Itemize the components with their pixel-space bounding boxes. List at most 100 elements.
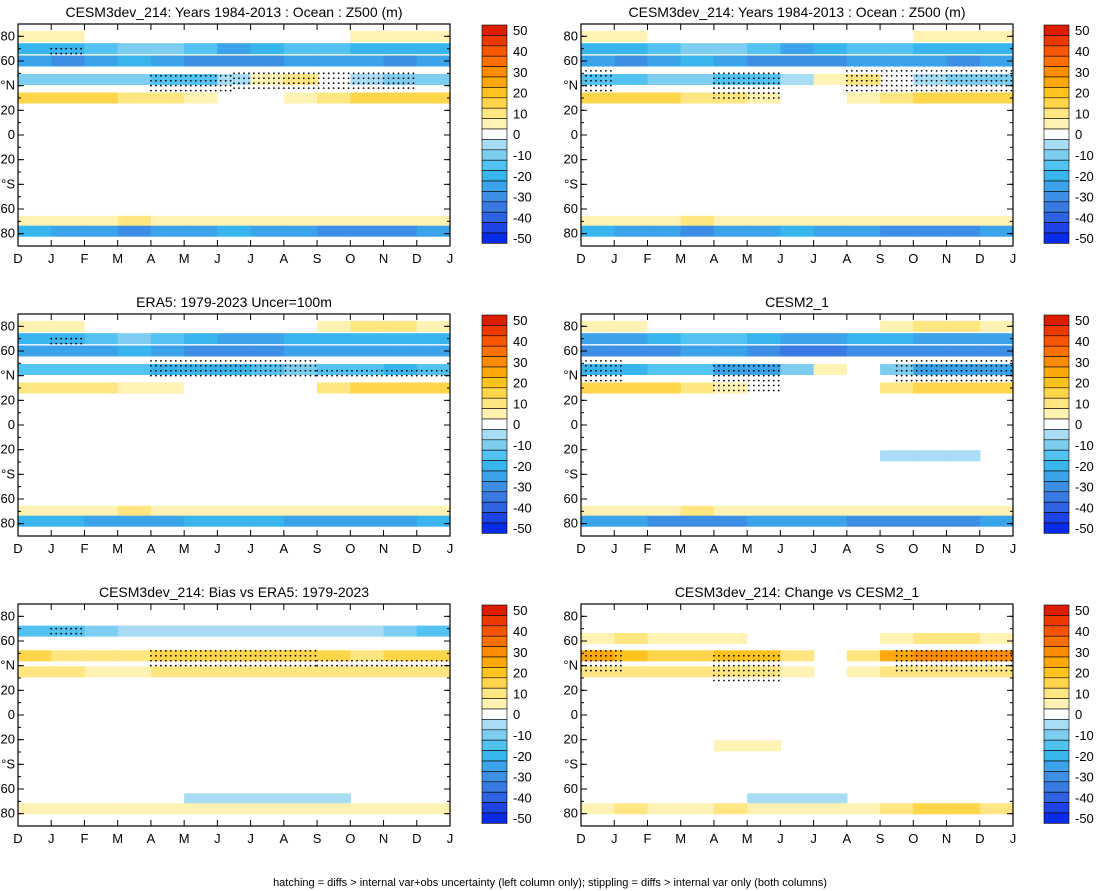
stipple-dot [80, 342, 83, 345]
stipple-dot [274, 654, 277, 657]
stipple-dot [600, 669, 602, 672]
stipple-dot [272, 82, 275, 85]
contour-cell [416, 515, 450, 527]
stipple-dot [855, 89, 858, 92]
stipple-dot [950, 69, 953, 72]
stipple-dot [940, 69, 943, 72]
contour-cell [350, 345, 385, 357]
stipple-dot [590, 84, 592, 87]
stipple-dot [346, 369, 348, 372]
stipple-dot [727, 389, 730, 392]
contour-cell [713, 215, 748, 227]
stipple-dot [935, 654, 938, 657]
stipple-dot [995, 369, 998, 372]
colorbar-label: 0 [513, 417, 520, 432]
stipple-dot [950, 79, 953, 82]
stipple-dot [777, 72, 780, 75]
stipple-dot [955, 669, 958, 672]
contour-cell [416, 345, 450, 357]
stipple-dot [361, 369, 363, 372]
stipple-dot [219, 649, 222, 652]
stipple-dot [975, 649, 978, 652]
contour-cell [713, 505, 748, 517]
stipple-dot [895, 369, 898, 372]
stipple-dot [737, 379, 740, 382]
stipple-dot [277, 82, 280, 85]
contour-cell [84, 55, 119, 67]
stipple-dot [605, 359, 607, 362]
stipple-dot [870, 69, 873, 72]
stipple-dot [910, 359, 913, 362]
contour-cell [946, 225, 981, 237]
y-tick-label: 20 [564, 732, 578, 747]
stipple-dot [233, 82, 235, 85]
contour-cell [350, 215, 385, 227]
stipple-dot [985, 69, 988, 72]
stipple-dot [960, 79, 963, 82]
stipple-dot [895, 359, 898, 362]
colorbar-swatch [1043, 449, 1070, 461]
stipple-dot [767, 379, 770, 382]
contour-cell [84, 92, 119, 104]
stipple-dot [347, 77, 350, 80]
contour-cell [946, 382, 981, 394]
stipple-dot [405, 659, 408, 662]
contour-cell [780, 225, 815, 237]
stipple-dot [277, 77, 280, 80]
stipple-dot [865, 84, 868, 87]
stipple-dot [737, 72, 740, 75]
stipple-dot [965, 69, 968, 72]
contour-cell [18, 55, 52, 67]
stipple-dot [718, 664, 720, 667]
stipple-dot [960, 664, 963, 667]
stipple-dot [367, 82, 370, 85]
stipple-dot [600, 664, 602, 667]
stipple-dot [905, 74, 908, 77]
stipple-dot [243, 82, 245, 85]
stipple-dot [402, 72, 405, 75]
stipple-dot [254, 649, 257, 652]
stipple-dot [297, 87, 300, 90]
colorbar-swatch [481, 335, 508, 347]
stipple-dot [179, 664, 182, 667]
contour-cell [283, 333, 318, 345]
y-tick-label: 20 [564, 392, 578, 407]
stipple-dot [214, 74, 217, 77]
colorbar-swatch [1043, 604, 1070, 616]
contour-cell [84, 215, 119, 227]
stipple-dot [915, 659, 918, 662]
stipple-dot [179, 369, 182, 372]
stipple-dot [850, 84, 853, 87]
stipple-dot [1005, 89, 1008, 92]
contour-cell [217, 225, 252, 237]
colorbar-label: -20 [513, 169, 532, 184]
stipple-dot [274, 364, 277, 367]
stipple-dot [955, 369, 958, 372]
stipple-dot [297, 77, 300, 80]
stipple-dot [382, 72, 385, 75]
stipple-dot [935, 379, 938, 382]
stipple-dot [767, 664, 770, 667]
stipple-dot [304, 654, 307, 657]
stipple-dot [945, 649, 948, 652]
stipple-dot [605, 379, 607, 382]
stipple-dot [722, 82, 725, 85]
colorbar-swatch [481, 481, 508, 493]
stipple-dot [767, 659, 770, 662]
contour-cell [913, 633, 948, 645]
contour-cell [647, 382, 682, 394]
stipple-dot [595, 664, 597, 667]
stipple-dot [940, 649, 943, 652]
stipple-dot [407, 87, 410, 90]
stipple-dot [274, 664, 277, 667]
stipple-dot [747, 77, 750, 80]
stipple-dot [307, 82, 310, 85]
contour-cell [184, 43, 218, 55]
stipple-dot [375, 659, 378, 662]
stipple-dot [772, 97, 775, 99]
stipple-dot [930, 649, 933, 652]
stipple-dot [762, 674, 765, 677]
colorbar-label: 30 [513, 65, 527, 80]
plot-area [18, 604, 450, 826]
stipple-dot [772, 92, 775, 94]
